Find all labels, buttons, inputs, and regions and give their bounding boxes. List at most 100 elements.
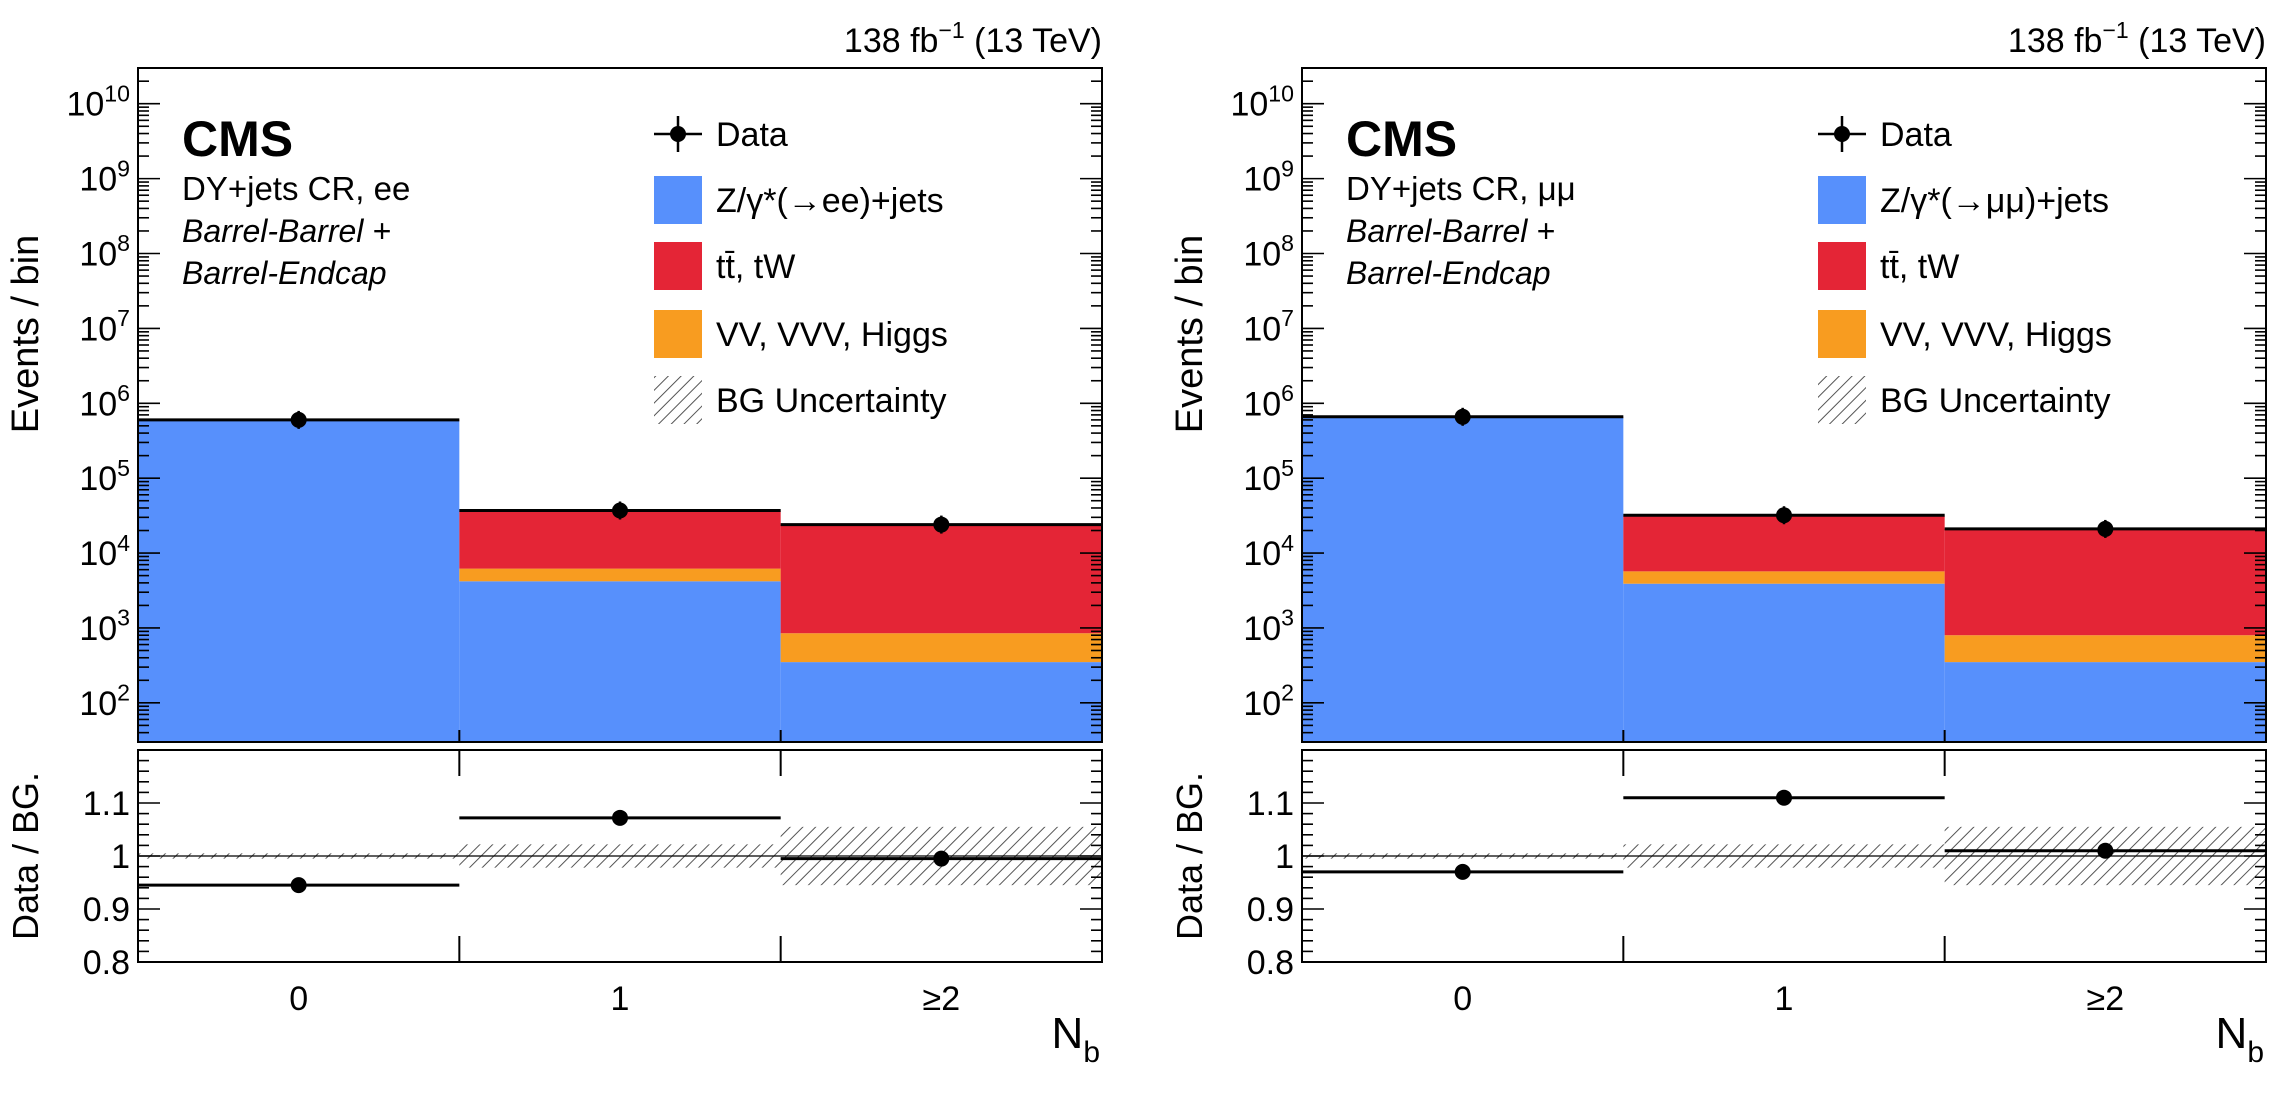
ytick-label-5: 107 xyxy=(1243,305,1294,348)
bar-vv-2 xyxy=(1944,635,2266,663)
ratio-ytick-label-2: 1 xyxy=(1275,838,1294,876)
ytick-label-3: 105 xyxy=(1243,455,1294,498)
xtick-label-2: ≥2 xyxy=(2087,980,2125,1018)
bar-tt-1 xyxy=(1623,515,1945,572)
xtick-label-2: ≥2 xyxy=(923,980,961,1018)
bar-vv-2 xyxy=(780,633,1102,663)
bar-dy-0 xyxy=(138,421,460,742)
legend-unc-swatch xyxy=(654,376,702,424)
region-italic-1: Barrel-Barrel + xyxy=(1346,213,1555,249)
bar-tt-1 xyxy=(459,510,781,569)
region-label: DY+jets CR, ee xyxy=(182,170,410,207)
legend-dy-swatch xyxy=(1818,176,1866,224)
ytick-label-5: 107 xyxy=(79,305,130,348)
y-axis-label: Events / bin xyxy=(5,235,47,434)
ytick-label-0: 102 xyxy=(79,680,130,723)
ratio-point-2 xyxy=(2097,842,2114,859)
bar-tt-2 xyxy=(780,524,1102,634)
bar-vv-1 xyxy=(459,568,781,582)
ytick-label-6: 108 xyxy=(1243,230,1294,273)
data-point-1 xyxy=(1776,507,1792,524)
legend-label-tt: tt̄, tW xyxy=(1880,248,1959,286)
main-frame xyxy=(1301,67,2267,743)
panel-ee: 102 103 104 105 106 107 108 109 1010 138 fb−1 (13… xyxy=(5,17,1103,1069)
legend-data-marker xyxy=(1834,126,1850,142)
legend-label-dy: Z/γ*(→ee)+jets xyxy=(716,182,944,220)
lumi-label: 138 fb−1 (13 TeV) xyxy=(844,17,1102,60)
ratio-point-0 xyxy=(290,877,307,894)
ytick-label-8: 1010 xyxy=(66,80,130,123)
region-italic-2: Barrel-Endcap xyxy=(182,255,387,291)
cms-label: CMS xyxy=(182,111,293,167)
legend-label-unc: BG Uncertainty xyxy=(716,382,947,420)
cms-label: CMS xyxy=(1346,111,1457,167)
ratio-ytick-label-3: 1.1 xyxy=(1247,785,1294,823)
ytick-label-3: 105 xyxy=(79,455,130,498)
y-axis-label: Events / bin xyxy=(1169,235,1211,434)
ytick-label-7: 109 xyxy=(1243,155,1294,198)
region-italic-1: Barrel-Barrel + xyxy=(182,213,391,249)
ytick-label-0: 102 xyxy=(1243,680,1294,723)
ratio-ytick-label-0: 0.8 xyxy=(83,944,130,982)
legend-data-marker xyxy=(670,126,686,142)
ratio-point-1 xyxy=(1776,789,1792,806)
region-label: DY+jets CR, μμ xyxy=(1346,170,1576,207)
bar-dy-1 xyxy=(459,581,781,742)
ratio-point-2 xyxy=(933,850,950,867)
bar-dy-1 xyxy=(1623,583,1945,742)
legend-label-data: Data xyxy=(1880,116,1952,154)
bar-tt-2 xyxy=(1944,529,2266,636)
legend-label-unc: BG Uncertainty xyxy=(1880,382,2111,420)
data-point-1 xyxy=(612,502,628,519)
bar-dy-2 xyxy=(780,662,1102,742)
data-point-0 xyxy=(1454,408,1471,425)
xtick-label-0: 0 xyxy=(289,980,308,1018)
bar-vv-1 xyxy=(1623,571,1945,584)
ytick-label-4: 106 xyxy=(79,380,130,423)
data-point-2 xyxy=(933,516,950,533)
ytick-label-2: 104 xyxy=(1243,530,1294,573)
ratio-ytick-label-1: 0.9 xyxy=(1247,891,1294,929)
legend-dy-swatch xyxy=(654,176,702,224)
legend-tt-swatch xyxy=(654,242,702,290)
ytick-label-4: 106 xyxy=(1243,380,1294,423)
lumi-label: 138 fb−1 (13 TeV) xyxy=(2008,17,2266,60)
legend-vv-swatch xyxy=(1818,310,1866,358)
legend-label-vv: VV, VVV, Higgs xyxy=(1880,316,2112,354)
bar-dy-2 xyxy=(1944,662,2266,742)
ratio-ytick-label-0: 0.8 xyxy=(1247,944,1294,982)
xtick-label-0: 0 xyxy=(1453,980,1472,1018)
xtick-label-1: 1 xyxy=(1775,980,1794,1018)
legend-label-vv: VV, VVV, Higgs xyxy=(716,316,948,354)
x-axis-label: Nb xyxy=(2216,1009,2264,1069)
ratio-ytick-label-3: 1.1 xyxy=(83,785,130,823)
ytick-label-7: 109 xyxy=(79,155,130,198)
ratio-point-1 xyxy=(612,809,628,826)
data-point-0 xyxy=(290,411,307,428)
legend-tt-swatch xyxy=(1818,242,1866,290)
legend-label-tt: tt̄, tW xyxy=(716,248,795,286)
legend-vv-swatch xyxy=(654,310,702,358)
ratio-ytick-label-2: 1 xyxy=(111,838,130,876)
x-axis-label: Nb xyxy=(1052,1009,1100,1069)
ratio-ytick-label-1: 0.9 xyxy=(83,891,130,929)
xtick-label-1: 1 xyxy=(611,980,630,1018)
legend-unc-swatch xyxy=(1818,376,1866,424)
panel-mumu: 102 103 104 105 106 107 108 109 1010 138 fb−1 (13… xyxy=(1169,17,2267,1069)
legend-label-data: Data xyxy=(716,116,788,154)
ytick-label-2: 104 xyxy=(79,530,130,573)
bar-dy-0 xyxy=(1302,417,1624,742)
ytick-label-8: 1010 xyxy=(1230,80,1294,123)
ytick-label-1: 103 xyxy=(79,605,130,648)
data-point-2 xyxy=(2097,520,2114,537)
main-frame xyxy=(137,67,1103,743)
ytick-label-1: 103 xyxy=(1243,605,1294,648)
region-italic-2: Barrel-Endcap xyxy=(1346,255,1551,291)
ratio-y-axis-label: Data / BG. xyxy=(5,772,46,940)
ratio-point-0 xyxy=(1454,863,1471,880)
legend-label-dy: Z/γ*(→μμ)+jets xyxy=(1880,182,2109,220)
ratio-y-axis-label: Data / BG. xyxy=(1169,772,1210,940)
ytick-label-6: 108 xyxy=(79,230,130,273)
